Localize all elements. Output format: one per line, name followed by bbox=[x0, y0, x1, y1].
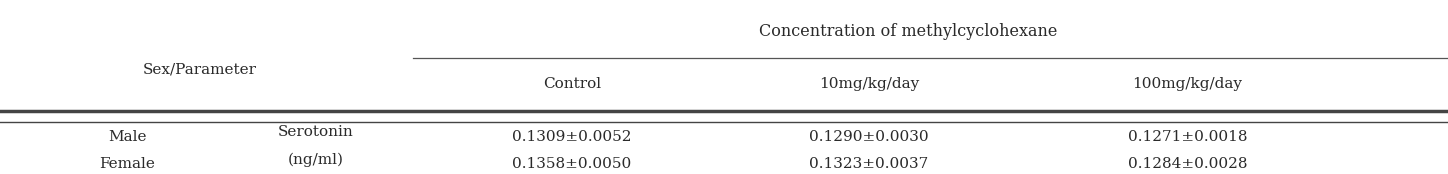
Text: 0.1358±0.0050: 0.1358±0.0050 bbox=[513, 157, 631, 171]
Text: 100mg/kg/day: 100mg/kg/day bbox=[1132, 77, 1242, 90]
Text: Sex/Parameter: Sex/Parameter bbox=[143, 63, 256, 77]
Text: Male: Male bbox=[109, 130, 146, 144]
Text: 0.1309±0.0052: 0.1309±0.0052 bbox=[513, 130, 631, 144]
Text: (ng/ml): (ng/ml) bbox=[288, 153, 343, 167]
Text: Control: Control bbox=[543, 77, 601, 90]
Text: Concentration of methylcyclohexane: Concentration of methylcyclohexane bbox=[759, 23, 1058, 40]
Text: 0.1290±0.0030: 0.1290±0.0030 bbox=[809, 130, 928, 144]
Text: 0.1323±0.0037: 0.1323±0.0037 bbox=[809, 157, 928, 171]
Text: Female: Female bbox=[100, 157, 155, 171]
Text: 0.1284±0.0028: 0.1284±0.0028 bbox=[1128, 157, 1247, 171]
Text: 10mg/kg/day: 10mg/kg/day bbox=[818, 77, 919, 90]
Text: Serotonin: Serotonin bbox=[278, 125, 353, 139]
Text: 0.1271±0.0018: 0.1271±0.0018 bbox=[1128, 130, 1247, 144]
